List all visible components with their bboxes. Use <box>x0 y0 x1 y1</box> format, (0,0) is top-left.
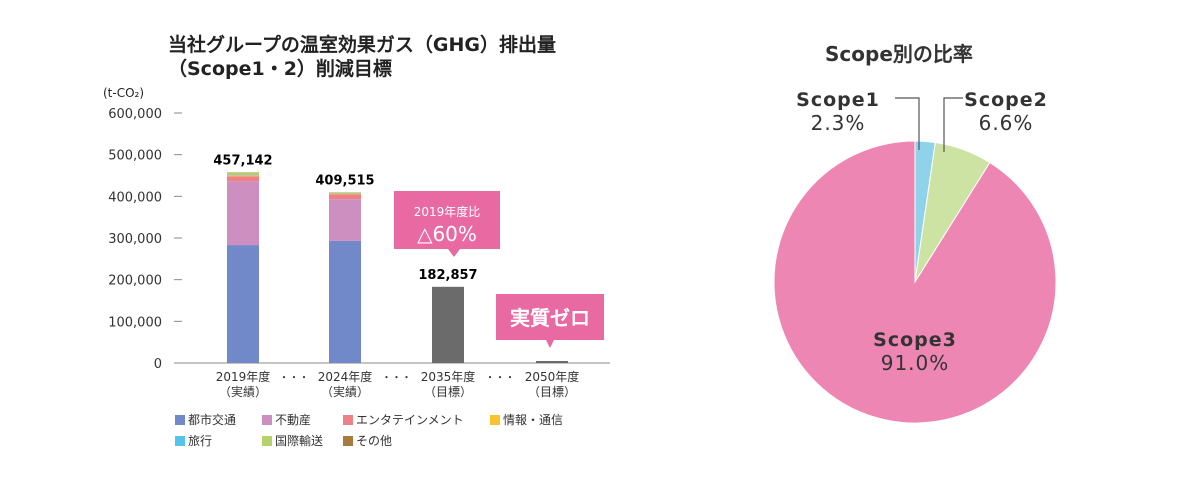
bar-segment <box>329 194 361 200</box>
slice-name: Scope3 <box>873 329 957 351</box>
total-label: 457,142 <box>213 154 272 169</box>
target-bar <box>432 286 464 363</box>
y-tick-label: 0 <box>154 357 162 372</box>
legend-item: 情報・通信 <box>490 411 563 428</box>
y-tick-label: 500,000 <box>108 149 162 164</box>
legend-swatch <box>262 414 272 425</box>
bar-segment <box>227 175 259 177</box>
bar-segment <box>329 240 361 363</box>
legend-label: 不動産 <box>275 413 312 427</box>
legend-item: エンタテインメント <box>343 411 464 428</box>
legend-label: 国際輸送 <box>275 434 324 448</box>
legend-label: 旅行 <box>188 434 213 448</box>
x-tick-label: （実績） <box>219 384 267 399</box>
x-tick-label: 2035年度 <box>421 369 476 384</box>
y-tick-label: 100,000 <box>108 315 162 330</box>
separator: ・・・ <box>382 373 412 384</box>
legend-item: その他 <box>343 432 392 449</box>
pie-chart-title: Scope別の比率 <box>825 42 973 66</box>
legend-swatch <box>175 435 185 446</box>
bar-segment <box>227 174 259 176</box>
callout-text: △60% <box>417 222 477 246</box>
callout-text: 実質ゼロ <box>510 306 590 330</box>
legend-swatch <box>343 414 353 425</box>
bar-chart: 600,000 500,000 400,000 300,000 200,000 100,0… <box>108 107 610 399</box>
x-tick-label: （目標） <box>424 385 472 399</box>
bar-segment <box>227 173 259 175</box>
legend-swatch <box>175 414 185 425</box>
y-axis-unit: (t-CO₂) <box>103 86 145 100</box>
x-tick-label: 2019年度 <box>216 369 271 384</box>
bar-segment <box>227 245 259 363</box>
legend-item: 国際輸送 <box>262 432 323 449</box>
legend-item: 不動産 <box>262 411 311 428</box>
callout-reduction <box>394 191 500 257</box>
separator: ・・・ <box>279 373 309 384</box>
y-tick-label: 600,000 <box>108 107 162 122</box>
callout-text: 2019年度比 <box>414 204 481 219</box>
slice-name: Scope1 <box>796 89 880 111</box>
total-label: 409,515 <box>315 173 374 188</box>
legend-swatch <box>262 435 272 446</box>
callout-zero <box>496 294 604 348</box>
bar-segment <box>329 193 361 195</box>
legend-label: 都市交通 <box>188 413 237 427</box>
slice-value: 2.3% <box>811 111 866 135</box>
slice-value: 91.0% <box>881 351 950 375</box>
slice-value: 6.6% <box>979 111 1034 135</box>
x-tick-label: （目標） <box>528 385 576 399</box>
bar-segment <box>329 199 361 241</box>
separator: ・・・ <box>485 373 515 384</box>
slice-name: Scope2 <box>964 89 1048 111</box>
x-tick-label: 2024年度 <box>318 369 373 384</box>
legend-swatch <box>343 435 353 446</box>
legend-item: 旅行 <box>175 432 212 449</box>
legend-label: 情報・通信 <box>503 413 564 427</box>
legend-label: エンタテインメント <box>356 413 464 427</box>
bar-segment <box>227 181 259 246</box>
x-tick-label: 2050年度 <box>525 369 580 384</box>
y-tick-label: 300,000 <box>108 232 162 247</box>
total-label: 182,857 <box>418 268 477 283</box>
y-tick-label: 400,000 <box>108 190 162 205</box>
bar-chart-title: 当社グループの温室効果ガス（GHG）排出量 （Scope1・2）削減目標 <box>168 34 556 80</box>
leader-line <box>895 97 920 150</box>
y-tick-label: 200,000 <box>108 274 162 289</box>
target-bar <box>536 361 568 363</box>
pie-slice <box>773 140 1057 424</box>
legend-item: 都市交通 <box>175 411 236 428</box>
legend-label: その他 <box>356 434 393 448</box>
legend-swatch <box>490 414 500 425</box>
x-tick-label: （実績） <box>321 384 369 399</box>
bar-segment <box>227 176 259 182</box>
leader-line <box>943 97 963 152</box>
